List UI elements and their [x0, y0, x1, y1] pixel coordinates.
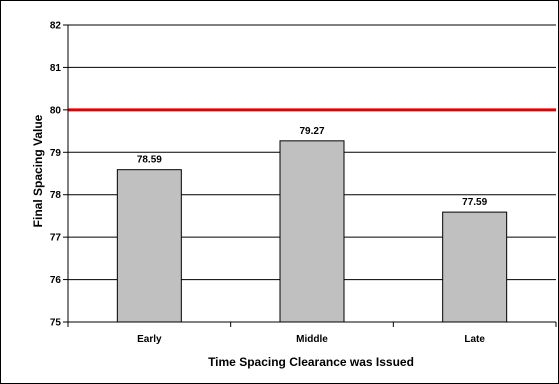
x-tick-label: Late: [464, 334, 485, 345]
bar: [442, 211, 508, 323]
bars: [116, 140, 508, 323]
y-tick-label: 77: [50, 233, 62, 244]
bar: [279, 140, 345, 323]
axes: [63, 24, 557, 327]
y-tick-label: 76: [50, 275, 62, 286]
data-label: 78.59: [137, 155, 162, 166]
y-tick-label: 80: [50, 105, 62, 116]
x-tick-label: Early: [137, 334, 162, 345]
y-tick-label: 79: [50, 148, 62, 159]
y-tick-label: 78: [50, 190, 62, 201]
labels: 75 76 77 78 79 80 81 82 78.59 Early 79.27 Middle 77.…: [50, 21, 488, 346]
y-axis-title: Final Spacing Value: [31, 114, 45, 227]
y-tick-label: 75: [50, 318, 62, 329]
x-axis-title: Time Spacing Clearance was Issued: [208, 355, 414, 369]
data-label: 79.27: [299, 126, 324, 137]
y-tick-label: 81: [50, 63, 62, 74]
y-tick-label: 82: [50, 21, 62, 32]
bar: [116, 169, 182, 323]
x-tick-label: Middle: [296, 334, 328, 345]
data-label: 77.59: [462, 197, 487, 208]
